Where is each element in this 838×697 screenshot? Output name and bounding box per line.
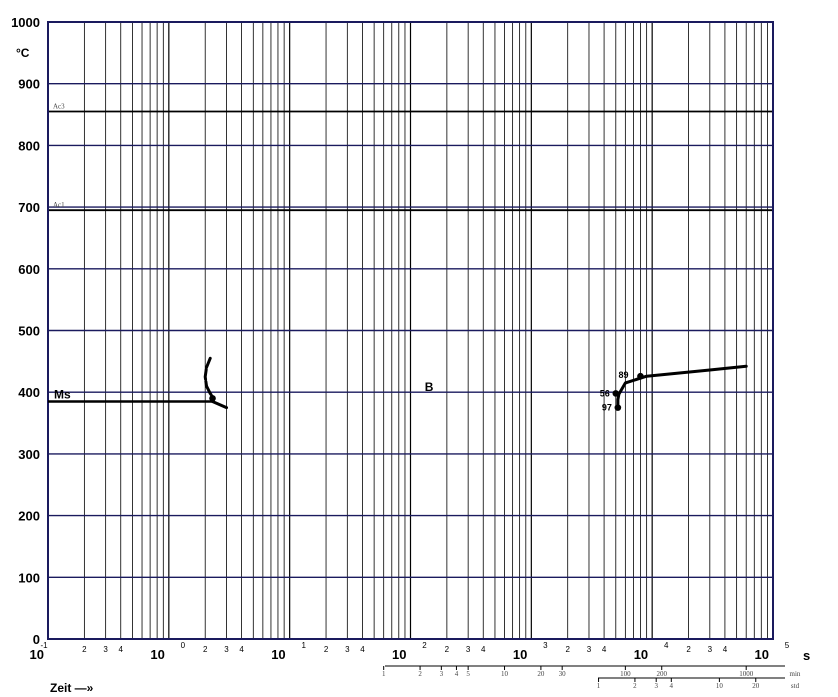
marker-label: 89 — [618, 370, 628, 380]
x-decade-exponent: -1 — [40, 641, 48, 650]
hours-label: 4 — [670, 682, 674, 690]
minutes-label: 3 — [440, 670, 444, 678]
x-axis-unit: s — [803, 648, 810, 663]
x-minor-tick-label: 3 — [587, 645, 592, 654]
data-marker — [614, 404, 622, 411]
x-decade-base: 10 — [271, 647, 285, 662]
y-tick-label: 100 — [18, 570, 40, 585]
minutes-label: 100 — [620, 670, 631, 678]
x-minor-tick-label: 3 — [466, 645, 471, 654]
grid — [48, 22, 773, 639]
hours-label: 10 — [716, 682, 724, 690]
x-minor-tick-label: 4 — [119, 645, 124, 654]
reference-label-ac1: Ac1 — [53, 201, 65, 209]
x-minor-tick-label: 4 — [723, 645, 728, 654]
hours-unit: std — [791, 682, 800, 690]
reference-label-ac3: Ac3 — [53, 102, 65, 110]
y-tick-label: 300 — [18, 447, 40, 462]
y-tick-label: 500 — [18, 324, 40, 339]
ms-label: Ms — [54, 387, 71, 401]
hours-label: 3 — [654, 682, 658, 690]
x-minor-tick-label: 2 — [565, 645, 570, 654]
x-minor-tick-label: 2 — [203, 645, 208, 654]
minutes-label: 1000 — [739, 670, 754, 678]
x-minor-tick-label: 4 — [360, 645, 365, 654]
minutes-label: 30 — [559, 670, 567, 678]
y-tick-label: 1000 — [11, 15, 40, 30]
x-decade-base: 10 — [30, 647, 44, 662]
plot-frame — [47, 21, 774, 640]
x-decade-exponent: 2 — [422, 641, 427, 650]
hours-label: 2 — [633, 682, 637, 690]
minutes-label: 20 — [537, 670, 545, 678]
y-tick-label: 200 — [18, 509, 40, 524]
y-tick-label: 800 — [18, 138, 40, 153]
minutes-label: 10 — [501, 670, 509, 678]
minutes-label: 1 — [382, 670, 386, 678]
x-minor-tick-label: 2 — [686, 645, 691, 654]
x-minor-tick-label: 2 — [324, 645, 329, 654]
minutes-unit: min — [790, 670, 801, 678]
hours-label: 1 — [597, 682, 601, 690]
x-decade-base: 10 — [634, 647, 648, 662]
x-decade-exponent: 3 — [543, 641, 548, 650]
y-tick-label: 700 — [18, 200, 40, 215]
minutes-label: 200 — [656, 670, 667, 678]
x-decade-base: 10 — [392, 647, 406, 662]
x-minor-tick-label: 4 — [239, 645, 244, 654]
y-axis-unit: °C — [16, 46, 30, 60]
y-tick-label: 900 — [18, 77, 40, 92]
x-decade-exponent: 5 — [785, 641, 790, 650]
x-minor-tick-label: 3 — [224, 645, 229, 654]
region-label: B — [425, 380, 434, 394]
data-marker — [612, 390, 620, 397]
y-tick-label: 400 — [18, 385, 40, 400]
x-decade-exponent: 0 — [181, 641, 186, 650]
data-marker — [637, 372, 644, 380]
y-tick-label: 0 — [33, 632, 40, 647]
transformation-curves — [48, 356, 748, 411]
hours-label: 20 — [752, 682, 760, 690]
minutes-label: 5 — [466, 670, 470, 678]
chart-labels: Ms 56 97 89 B — [54, 370, 628, 412]
x-decade-base: 10 — [755, 647, 769, 662]
marker-label: 97 — [602, 403, 612, 413]
reference-lines: Ac3 Ac1 — [48, 102, 773, 212]
data-marker — [209, 395, 216, 402]
x-minor-tick-label: 2 — [82, 645, 87, 654]
minutes-label: 4 — [455, 670, 459, 678]
minutes-label: 2 — [418, 670, 422, 678]
x-minor-tick-label: 3 — [345, 645, 350, 654]
curve-ms-tail — [211, 400, 228, 410]
time-label: Zeit —» — [50, 681, 94, 695]
x-minor-tick-label: 4 — [602, 645, 607, 654]
marker-label: 56 — [600, 388, 610, 398]
y-tick-label: 600 — [18, 262, 40, 277]
x-decade-exponent: 4 — [664, 641, 669, 650]
x-minor-tick-label: 4 — [481, 645, 486, 654]
x-decade-base: 10 — [150, 647, 164, 662]
curve-left-nose-upper — [203, 356, 212, 388]
x-minor-tick-label: 3 — [103, 645, 108, 654]
x-minor-tick-label: 2 — [445, 645, 450, 654]
x-decade-exponent: 1 — [301, 641, 306, 650]
x-decade-base: 10 — [513, 647, 527, 662]
curve-right-bainite — [616, 364, 748, 410]
x-minor-tick-label: 3 — [708, 645, 713, 654]
